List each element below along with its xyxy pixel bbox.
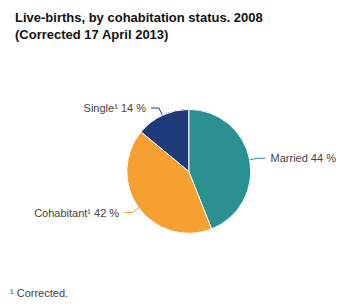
svg-text:Live-births, by cohabitation s: Live-births, by cohabitation status. 200… [15, 10, 263, 25]
svg-text:Cohabitant¹ 42 %: Cohabitant¹ 42 % [34, 207, 119, 219]
svg-text:Married 44 %: Married 44 % [271, 152, 337, 164]
svg-text:Single¹ 14 %: Single¹ 14 % [84, 102, 147, 114]
svg-text:(Corrected 17 April 2013): (Corrected 17 April 2013) [15, 27, 168, 42]
svg-text:¹ Corrected.: ¹ Corrected. [10, 287, 68, 299]
